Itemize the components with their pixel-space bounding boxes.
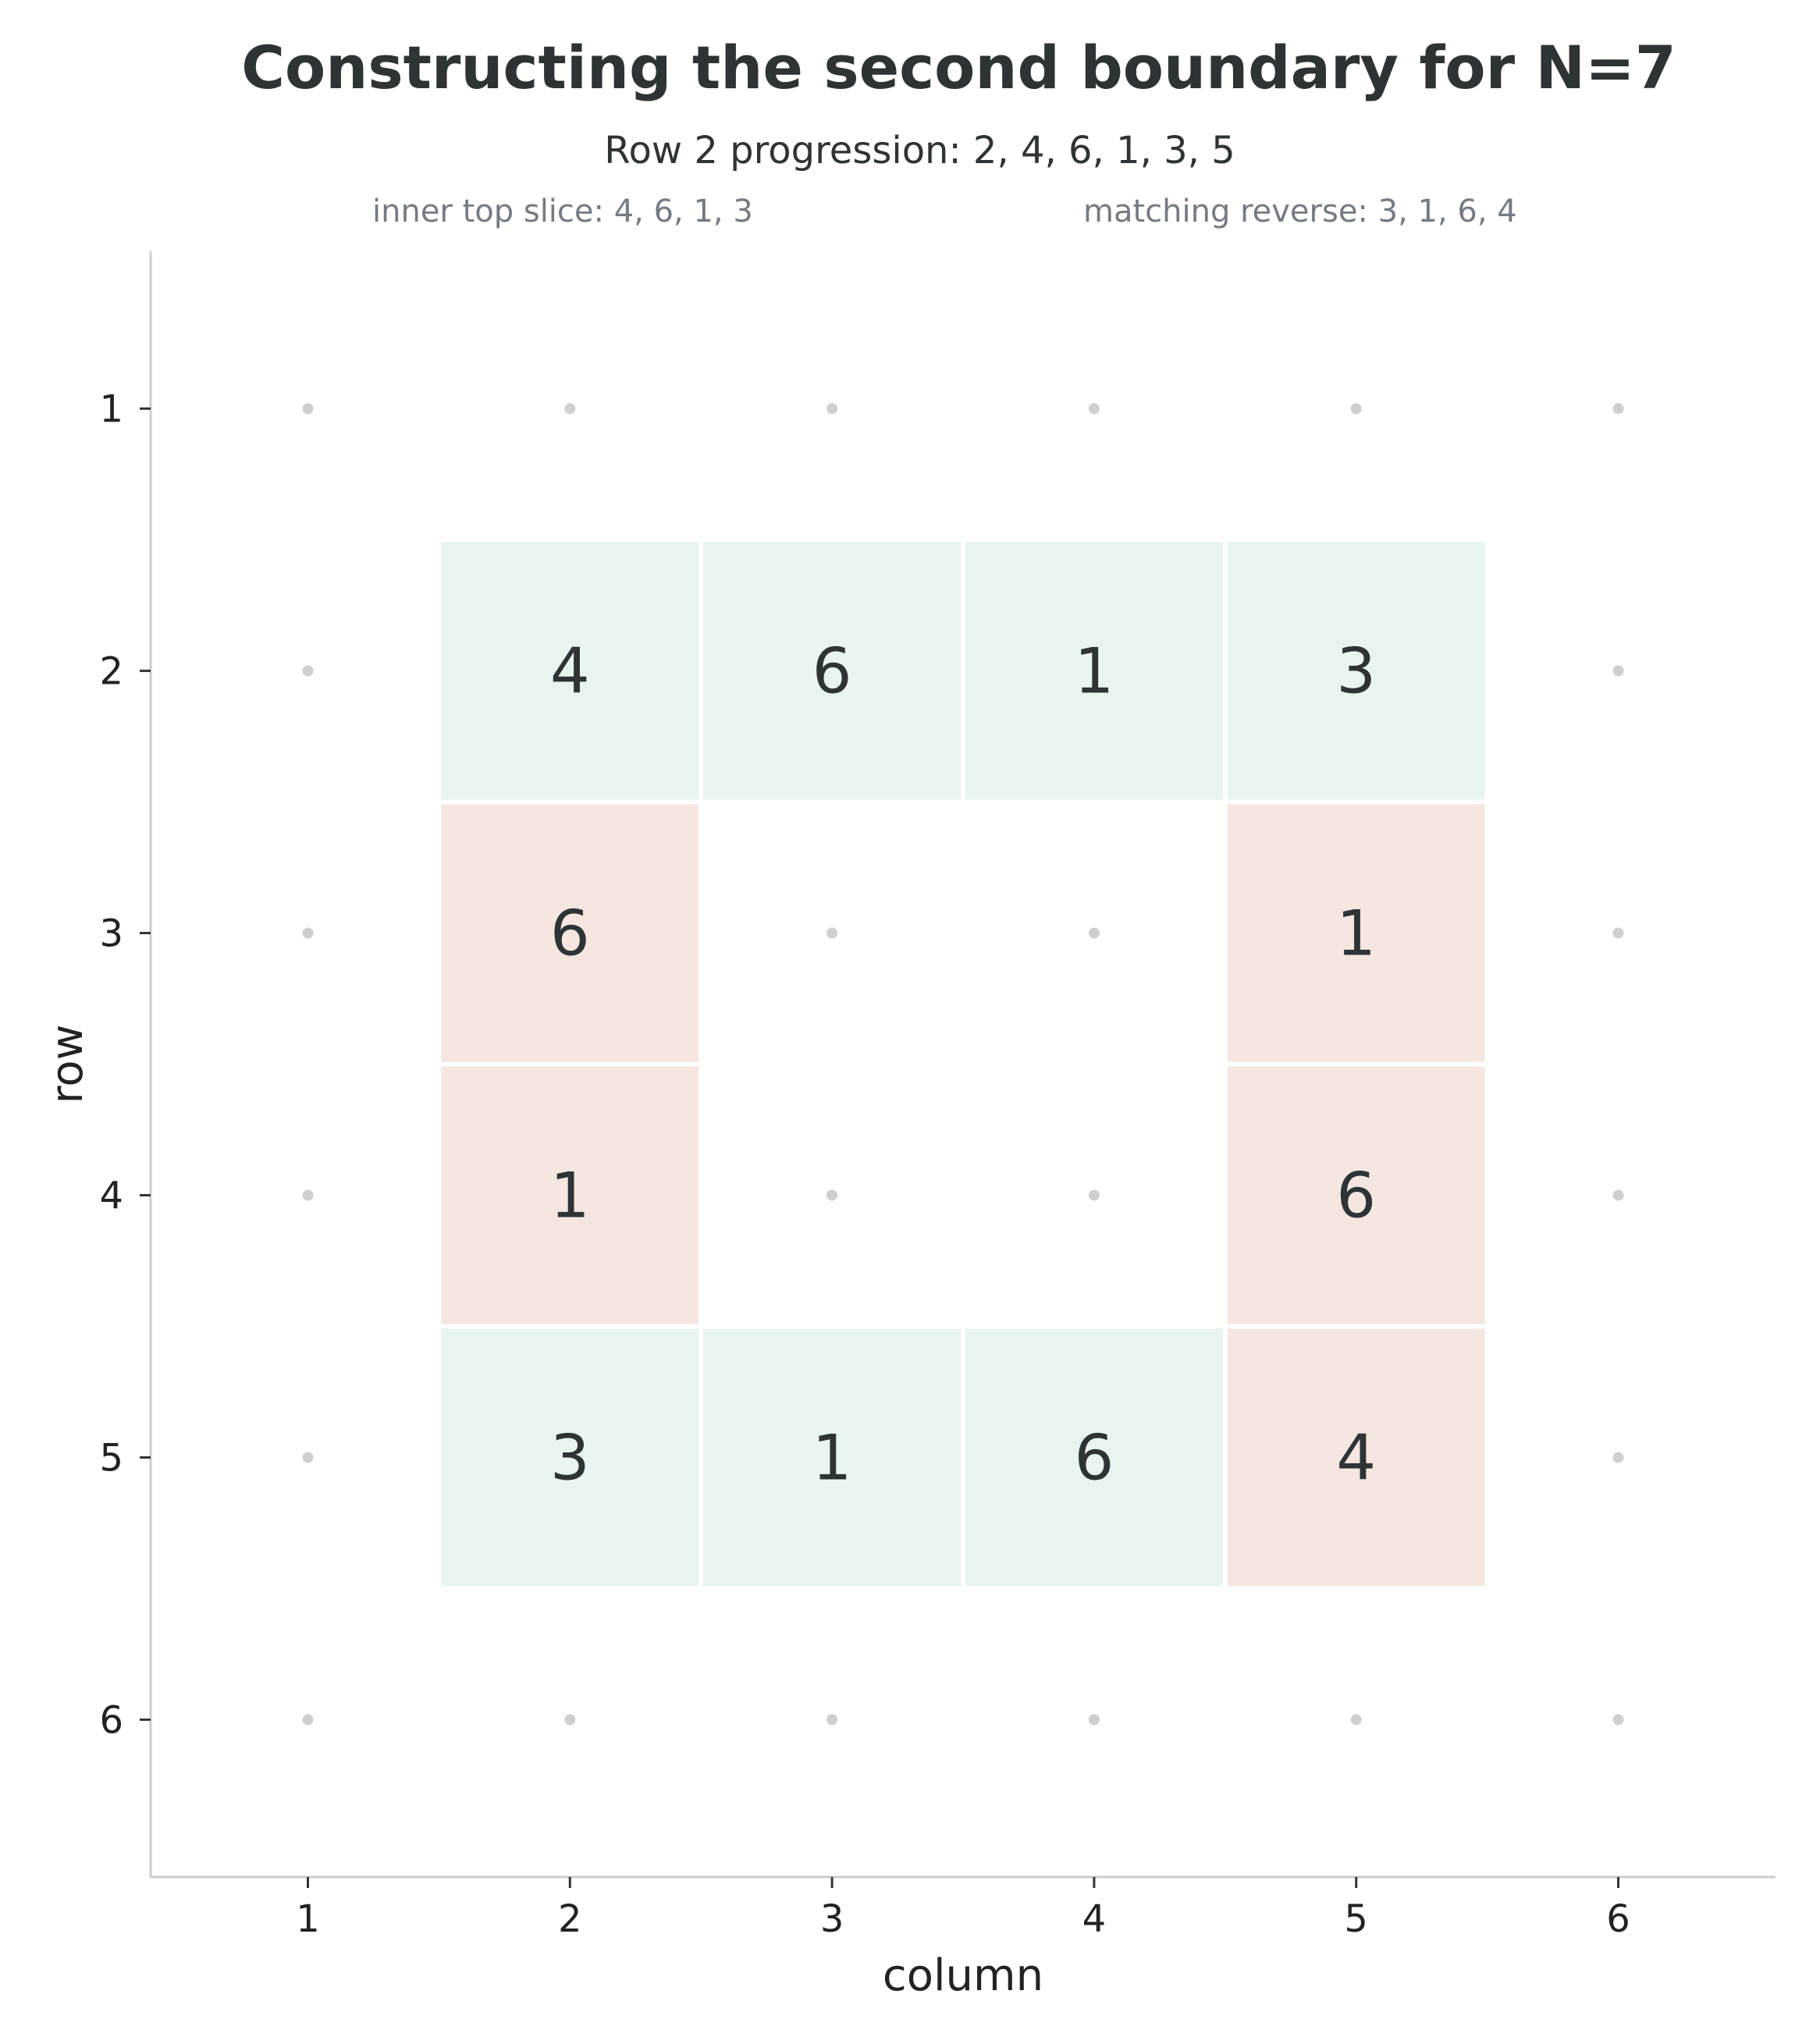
x-tick-label-5: 5	[1344, 1897, 1368, 1941]
cell-value-r4-c2: 1	[550, 1159, 590, 1232]
empty-dot-r4-c6	[1612, 1189, 1624, 1201]
y-tick-label-6: 6	[99, 1698, 123, 1742]
cell-r3-c5	[1227, 804, 1485, 1062]
cell-r2-c3	[703, 542, 961, 800]
annotation-inner-top-slice: inner top slice: 4, 6, 1, 3	[372, 194, 753, 229]
y-tick-label-3: 3	[99, 912, 123, 956]
empty-dot-r6-c4	[1088, 1714, 1100, 1726]
empty-dot-r1-c1	[302, 403, 314, 414]
empty-dot-r3-c4	[1088, 927, 1100, 939]
cell-value-r5-c5: 4	[1336, 1421, 1376, 1494]
empty-dot-r3-c6	[1612, 927, 1624, 939]
cell-value-r2-c5: 3	[1336, 635, 1376, 708]
empty-dot-r2-c6	[1612, 665, 1624, 677]
x-tick-label-4: 4	[1082, 1897, 1107, 1941]
cell-r2-c2	[441, 542, 699, 800]
annotation-matching-reverse: matching reverse: 3, 1, 6, 4	[1083, 194, 1517, 229]
y-tick-label-1: 1	[99, 388, 123, 432]
cell-r5-c3	[703, 1328, 961, 1587]
empty-dot-r1-c2	[564, 403, 576, 414]
empty-dot-r1-c6	[1612, 403, 1624, 414]
empty-dot-r1-c4	[1088, 403, 1100, 414]
cell-r4-c2	[441, 1066, 699, 1324]
cell-value-r5-c2: 3	[550, 1421, 590, 1494]
x-tick-label-6: 6	[1606, 1897, 1630, 1941]
cell-value-r3-c2: 6	[550, 898, 590, 970]
empty-dot-r5-c6	[1612, 1452, 1624, 1463]
x-tick-label-3: 3	[820, 1897, 844, 1941]
empty-dot-r4-c3	[826, 1189, 838, 1201]
cell-r5-c5	[1227, 1328, 1485, 1587]
cell-r2-c4	[965, 542, 1223, 800]
chart-title: Constructing the second boundary for N=7	[241, 33, 1676, 102]
empty-dot-r5-c1	[302, 1452, 314, 1463]
y-axis-label: row	[42, 1025, 93, 1104]
empty-dot-r6-c5	[1350, 1714, 1362, 1726]
x-tick-label-2: 2	[558, 1897, 582, 1941]
cell-value-r2-c4: 1	[1074, 635, 1114, 708]
empty-dot-r2-c1	[302, 665, 314, 677]
cell-value-r3-c5: 1	[1336, 898, 1376, 970]
cell-value-r2-c2: 4	[550, 635, 590, 708]
empty-dot-r3-c3	[826, 927, 838, 939]
cell-value-r5-c4: 6	[1074, 1421, 1114, 1494]
cell-r3-c2	[441, 804, 699, 1062]
x-tick-label-1: 1	[296, 1897, 320, 1941]
empty-dot-r6-c3	[826, 1714, 838, 1726]
empty-dot-r3-c1	[302, 927, 314, 939]
empty-dot-r6-c1	[302, 1714, 314, 1726]
y-tick-label-4: 4	[99, 1174, 123, 1218]
cell-value-r2-c3: 6	[812, 635, 852, 708]
empty-dot-r1-c5	[1350, 403, 1362, 414]
y-tick-label-5: 5	[99, 1436, 123, 1480]
y-tick-label-2: 2	[99, 650, 123, 694]
empty-dot-r6-c2	[564, 1714, 576, 1726]
cell-r5-c4	[965, 1328, 1223, 1587]
empty-dot-r1-c3	[826, 403, 838, 414]
cell-value-r5-c3: 1	[812, 1421, 852, 1494]
x-axis-label: column	[883, 1950, 1043, 2001]
empty-dot-r6-c6	[1612, 1714, 1624, 1726]
chart-subtitle: Row 2 progression: 2, 4, 6, 1, 3, 5	[604, 129, 1235, 172]
cell-r5-c2	[441, 1328, 699, 1587]
cell-r4-c5	[1227, 1066, 1485, 1324]
empty-dot-r4-c1	[302, 1189, 314, 1201]
empty-dot-r4-c4	[1088, 1189, 1100, 1201]
cell-value-r4-c5: 6	[1336, 1159, 1376, 1232]
cell-r2-c5	[1227, 542, 1485, 800]
